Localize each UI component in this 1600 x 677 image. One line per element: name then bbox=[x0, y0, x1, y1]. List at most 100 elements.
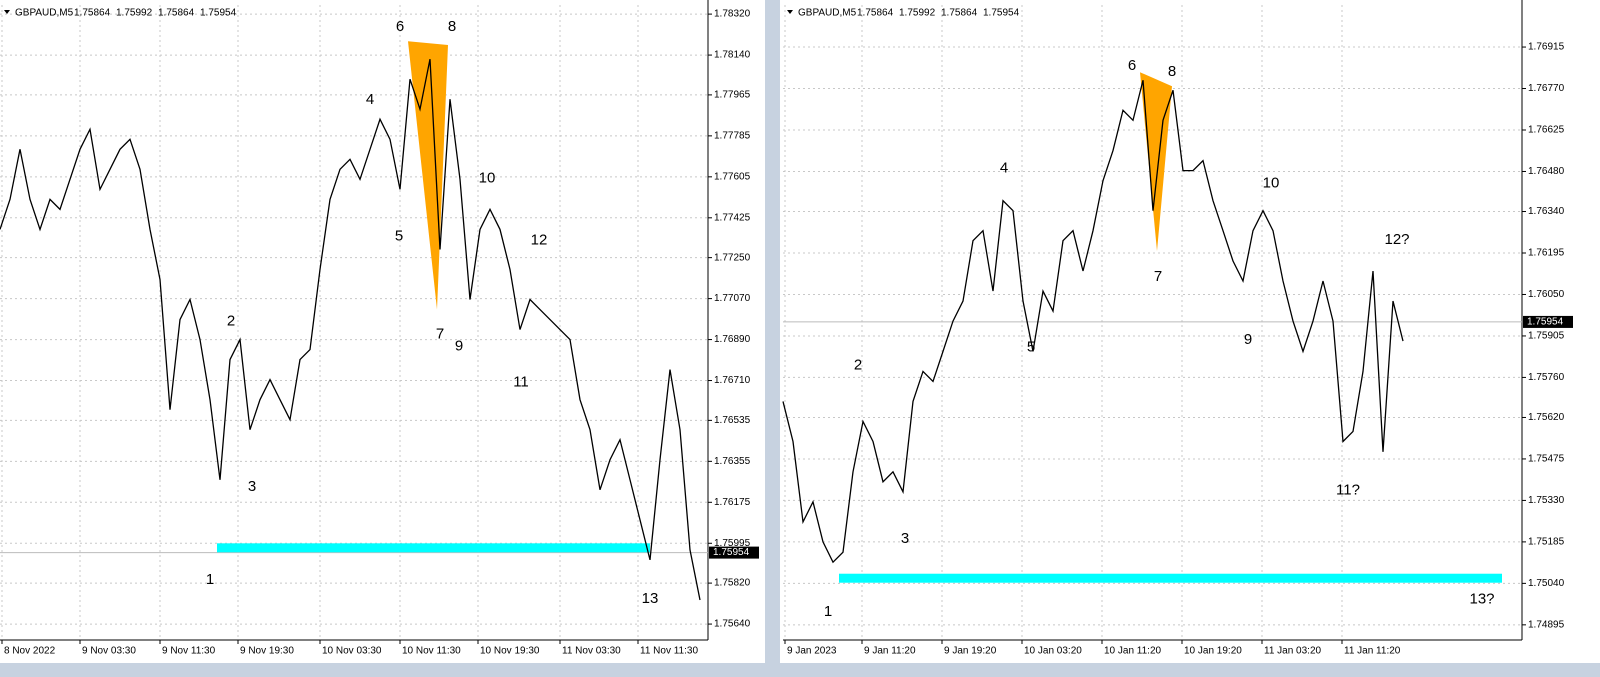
y-tick-label: 1.75475 bbox=[1528, 454, 1565, 465]
wave-label: 13? bbox=[1469, 590, 1494, 607]
y-tick-label: 1.76340 bbox=[1528, 206, 1565, 217]
y-tick-label: 1.76890 bbox=[714, 334, 751, 345]
price-box bbox=[1523, 315, 1573, 328]
y-tick-label: 1.77965 bbox=[714, 90, 751, 101]
y-tick-label: 1.78140 bbox=[714, 50, 751, 61]
symbol-label: GBPAUD,M5 bbox=[15, 8, 74, 19]
y-tick-label: 1.77070 bbox=[714, 293, 751, 304]
y-tick-label: 1.76770 bbox=[1528, 83, 1565, 94]
wave-label: 4 bbox=[1000, 160, 1008, 177]
wave-label: 9 bbox=[455, 338, 463, 355]
ohlc-value: 1.75864 bbox=[941, 8, 978, 19]
x-tick-label: 10 Nov 19:30 bbox=[480, 646, 540, 657]
symbol-label: GBPAUD,M5 bbox=[798, 8, 857, 19]
wave-label: 1 bbox=[824, 603, 832, 620]
y-tick-label: 1.75330 bbox=[1528, 495, 1565, 506]
wave-label: 5 bbox=[395, 227, 403, 244]
y-tick-label: 1.77425 bbox=[714, 212, 751, 223]
x-tick-label: 11 Nov 03:30 bbox=[562, 646, 621, 657]
y-tick-label: 1.75185 bbox=[1528, 537, 1565, 548]
y-tick-label: 1.75820 bbox=[714, 578, 751, 589]
wave-label: 9 bbox=[1244, 331, 1252, 348]
wave-label: 10 bbox=[479, 169, 496, 186]
x-tick-label: 11 Jan 03:20 bbox=[1264, 646, 1322, 657]
y-tick-label: 1.75905 bbox=[1528, 331, 1565, 342]
ohlc-value: 1.75992 bbox=[899, 8, 936, 19]
wave-label: 12? bbox=[1384, 231, 1409, 248]
window-gap bbox=[765, 0, 780, 677]
x-tick-label: 10 Nov 11:30 bbox=[402, 646, 461, 657]
y-tick-label: 1.76050 bbox=[1528, 289, 1565, 300]
x-tick-label: 8 Nov 2022 bbox=[4, 646, 56, 657]
y-tick-label: 1.75640 bbox=[714, 619, 751, 630]
chart-window bbox=[780, 0, 1600, 663]
x-tick-label: 10 Jan 03:20 bbox=[1024, 646, 1082, 657]
x-tick-label: 11 Jan 11:20 bbox=[1344, 646, 1401, 657]
wave-label: 3 bbox=[901, 530, 909, 547]
ohlc-value: 1.75954 bbox=[200, 8, 237, 19]
y-tick-label: 1.76195 bbox=[1528, 248, 1565, 259]
x-tick-label: 9 Nov 11:30 bbox=[162, 646, 216, 657]
wave-label: 4 bbox=[366, 91, 374, 108]
chart-window bbox=[0, 0, 765, 663]
y-tick-label: 1.76625 bbox=[1528, 125, 1565, 136]
x-tick-label: 11 Nov 11:30 bbox=[640, 646, 698, 657]
wave-label: 2 bbox=[227, 313, 235, 330]
wave-label: 6 bbox=[396, 18, 404, 35]
wave-label: 5 bbox=[1027, 338, 1035, 355]
x-tick-label: 9 Nov 19:30 bbox=[240, 646, 294, 657]
wave-label: 13 bbox=[642, 590, 659, 607]
price-box-label: 1.75954 bbox=[713, 547, 750, 558]
x-tick-label: 9 Jan 11:20 bbox=[864, 646, 916, 657]
ohlc-value: 1.75864 bbox=[74, 8, 111, 19]
triangle-shape bbox=[408, 41, 448, 310]
menu-arrow bbox=[787, 10, 793, 14]
wave-label: 2 bbox=[854, 356, 862, 373]
level-band bbox=[839, 573, 1502, 583]
y-tick-label: 1.76480 bbox=[1528, 166, 1565, 177]
x-tick-label: 10 Jan 19:20 bbox=[1184, 646, 1242, 657]
y-tick-label: 1.77605 bbox=[714, 171, 751, 182]
level-band bbox=[217, 543, 650, 553]
y-tick-label: 1.77785 bbox=[714, 131, 751, 142]
x-tick-label: 10 Nov 03:30 bbox=[322, 646, 382, 657]
y-tick-label: 1.74895 bbox=[1528, 619, 1565, 630]
wave-label: 11? bbox=[1336, 482, 1360, 499]
ohlc-value: 1.75992 bbox=[116, 8, 153, 19]
wave-label: 7 bbox=[436, 326, 444, 343]
ohlc-value: 1.75954 bbox=[983, 8, 1020, 19]
price-line-series bbox=[0, 59, 701, 601]
price-box-label: 1.75954 bbox=[1527, 317, 1564, 328]
ohlc-value: 1.75864 bbox=[158, 8, 195, 19]
wave-label: 8 bbox=[1168, 63, 1176, 80]
x-tick-label: 9 Nov 03:30 bbox=[82, 646, 136, 657]
y-tick-label: 1.76710 bbox=[714, 375, 751, 386]
y-tick-label: 1.78320 bbox=[714, 9, 751, 20]
wave-label: 8 bbox=[448, 18, 456, 35]
status-strip bbox=[0, 663, 1600, 677]
x-tick-label: 9 Jan 2023 bbox=[787, 646, 837, 657]
y-tick-label: 1.75760 bbox=[1528, 372, 1565, 383]
y-tick-label: 1.76915 bbox=[1528, 42, 1565, 53]
wave-label: 7 bbox=[1154, 268, 1162, 285]
wave-label: 11 bbox=[513, 374, 529, 391]
wave-label: 1 bbox=[206, 571, 214, 588]
y-tick-label: 1.76175 bbox=[714, 497, 751, 508]
y-tick-label: 1.75620 bbox=[1528, 412, 1565, 423]
y-tick-label: 1.77250 bbox=[714, 252, 751, 263]
y-tick-label: 1.76355 bbox=[714, 456, 751, 467]
ohlc-value: 1.75864 bbox=[857, 8, 894, 19]
y-tick-label: 1.76535 bbox=[714, 415, 751, 426]
x-tick-label: 9 Jan 19:20 bbox=[944, 646, 997, 657]
wave-label: 10 bbox=[1263, 174, 1280, 191]
wave-label: 6 bbox=[1128, 57, 1136, 74]
wave-label: 12 bbox=[531, 231, 548, 248]
wave-label: 3 bbox=[248, 478, 256, 495]
y-tick-label: 1.75995 bbox=[714, 538, 751, 549]
menu-arrow bbox=[4, 10, 10, 14]
price-line-series bbox=[782, 80, 1404, 564]
price-box bbox=[709, 546, 759, 559]
x-tick-label: 10 Jan 11:20 bbox=[1104, 646, 1162, 657]
